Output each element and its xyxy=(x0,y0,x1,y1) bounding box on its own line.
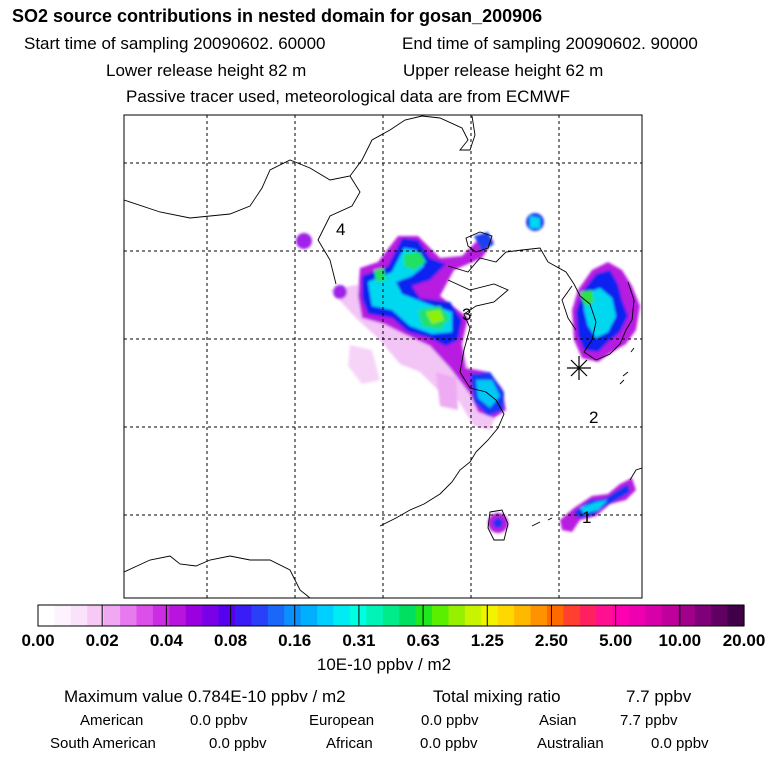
region-label-1: 1 xyxy=(582,508,591,527)
colorbar-tick-label: 2.50 xyxy=(534,631,568,650)
end-time-label: End time of sampling 20090602. 90000 xyxy=(402,34,698,53)
region-value-asian: 7.7 ppbv xyxy=(620,712,678,729)
lower-release-height-label: Lower release height 82 m xyxy=(106,61,307,80)
plume-taiwan xyxy=(493,518,503,528)
colorbar-swatch xyxy=(448,605,466,626)
colorbar-swatch xyxy=(629,605,647,626)
start-time-label: Start time of sampling 20090602. 60000 xyxy=(24,34,326,53)
region-name-european: European xyxy=(309,712,375,729)
maximum-value-label: Maximum value 0.784E-10 ppbv / m2 xyxy=(64,687,346,706)
colorbar-tick-label: 0.04 xyxy=(149,631,183,650)
colorbar-swatch xyxy=(694,605,712,626)
plume-blue xyxy=(474,232,494,252)
colorbar-swatch xyxy=(136,605,154,626)
receptor-star-icon xyxy=(567,356,591,380)
plume-ryukyu-cyan xyxy=(580,500,608,514)
colorbar-swatch xyxy=(530,605,548,626)
plume-spot xyxy=(296,233,312,249)
region-name-american: American xyxy=(80,712,144,729)
plume-korea-green xyxy=(580,290,594,306)
plume-spot xyxy=(333,285,347,299)
colorbar-swatch xyxy=(267,605,285,626)
region-name-australian: Australian xyxy=(537,735,604,752)
region-name-asian: Asian xyxy=(539,712,577,729)
region-name-african: African xyxy=(326,735,373,752)
colorbar-swatch xyxy=(579,605,597,626)
colorbar-swatch xyxy=(87,605,105,626)
colorbar-swatch xyxy=(235,605,253,626)
colorbar-swatch xyxy=(514,605,532,626)
colorbar-tick-label: 0.00 xyxy=(21,631,55,650)
colorbar-swatch xyxy=(251,605,269,626)
colorbar-swatch xyxy=(399,605,417,626)
colorbar-swatch xyxy=(464,605,482,626)
colorbar-tick-label: 0.31 xyxy=(342,631,376,650)
colorbar-swatch xyxy=(546,605,564,626)
colorbar-swatch xyxy=(481,605,499,626)
total-mixing-ratio-label: Total mixing ratio xyxy=(433,687,561,706)
plume-cyan xyxy=(530,216,540,228)
colorbar-swatch xyxy=(727,605,745,626)
region-value-american: 0.0 ppbv xyxy=(190,712,248,729)
colorbar-swatch xyxy=(169,605,187,626)
colorbar-tick-label: 0.02 xyxy=(85,631,119,650)
colorbar-swatch xyxy=(202,605,220,626)
region-value-european: 0.0 ppbv xyxy=(421,712,479,729)
upper-release-height-label: Upper release height 62 m xyxy=(403,61,604,80)
colorbar-swatch xyxy=(661,605,679,626)
colorbar-swatch xyxy=(218,605,236,626)
colorbar-tick-label: 5.00 xyxy=(599,631,633,650)
region-value-australian: 0.0 ppbv xyxy=(651,735,709,752)
colorbar-swatch xyxy=(38,605,56,626)
region-label-4: 4 xyxy=(336,220,345,239)
colorbar-unit-label: 10E-10 ppbv / m2 xyxy=(316,655,452,674)
colorbar-swatch xyxy=(366,605,384,626)
colorbar-swatch xyxy=(563,605,581,626)
colorbar-swatch xyxy=(596,605,614,626)
colorbar-swatch xyxy=(54,605,72,626)
colorbar-swatch xyxy=(497,605,515,626)
plume-green xyxy=(426,310,444,324)
colorbar-tick-label: 0.16 xyxy=(278,631,312,650)
region-name-south-american: South American xyxy=(50,735,156,752)
plume-green xyxy=(374,268,386,282)
colorbar-frame xyxy=(37,604,745,627)
colorbar xyxy=(38,605,745,626)
plume-haze xyxy=(348,345,380,384)
colorbar-tick-label: 0.08 xyxy=(213,631,248,650)
plume-haze xyxy=(436,372,458,410)
region-value-african: 0.0 ppbv xyxy=(420,735,478,752)
colorbar-tick-label: 20.00 xyxy=(722,631,766,650)
colorbar-swatch xyxy=(120,605,138,626)
tracer-note: Passive tracer used, meteorological data… xyxy=(126,87,571,106)
colorbar-swatch xyxy=(711,605,729,626)
colorbar-tick-label: 1.25 xyxy=(470,631,504,650)
plume-green xyxy=(404,252,426,270)
plume-layer xyxy=(296,213,640,533)
colorbar-swatch xyxy=(382,605,400,626)
colorbar-swatch xyxy=(103,605,121,626)
colorbar-tick-label: 0.63 xyxy=(406,631,440,650)
colorbar-swatch xyxy=(317,605,335,626)
colorbar-tick-label: 10.00 xyxy=(658,631,702,650)
colorbar-swatch xyxy=(152,605,170,626)
colorbar-swatch xyxy=(333,605,351,626)
colorbar-swatch xyxy=(70,605,88,626)
region-label-3: 3 xyxy=(462,305,471,324)
region-label-2: 2 xyxy=(589,408,598,427)
colorbar-swatch xyxy=(645,605,663,626)
chart-title: SO2 source contributions in nested domai… xyxy=(12,6,543,26)
coastlines xyxy=(124,115,642,598)
region-value-south-american: 0.0 ppbv xyxy=(209,735,267,752)
map-grid xyxy=(124,115,642,598)
colorbar-swatch xyxy=(185,605,203,626)
colorbar-swatch xyxy=(612,605,630,626)
colorbar-swatch xyxy=(415,605,433,626)
colorbar-swatch xyxy=(678,605,696,626)
colorbar-swatch xyxy=(432,605,450,626)
total-mixing-ratio-value: 7.7 ppbv xyxy=(626,687,692,706)
colorbar-swatch xyxy=(284,605,302,626)
colorbar-swatch xyxy=(300,605,318,626)
